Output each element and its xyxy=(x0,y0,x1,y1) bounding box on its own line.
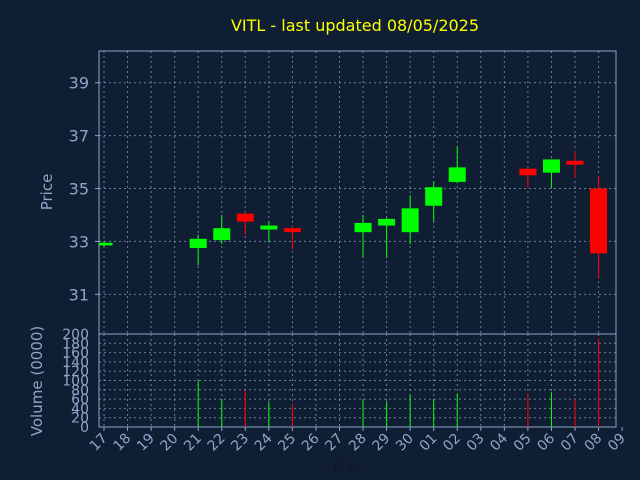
candle-body xyxy=(189,238,207,249)
x-axis-label: Day xyxy=(333,458,363,476)
x-tick-label: 18 xyxy=(110,431,134,455)
candle-body xyxy=(354,222,372,233)
volume-tick-label: 0 xyxy=(80,420,89,436)
candle-body xyxy=(401,208,419,233)
chart-title: VITL - last updated 08/05/2025 xyxy=(231,16,479,35)
volume-tick-label: 100 xyxy=(62,374,89,390)
volume-tick-label: 20 xyxy=(71,411,89,427)
x-tick-label: 22 xyxy=(205,431,229,455)
volume-panel-frame xyxy=(98,333,617,428)
x-tick-label: 21 xyxy=(181,431,205,455)
candle-body xyxy=(283,228,301,233)
volume-tick-label: 40 xyxy=(71,401,89,417)
volume-tick-label: 160 xyxy=(62,346,89,362)
x-tick-label: 24 xyxy=(252,430,276,454)
volume-tick-label: 80 xyxy=(71,383,89,399)
x-tick-label: 19 xyxy=(134,431,158,455)
x-tick-label: 29 xyxy=(370,431,394,455)
price-axis-label: Price xyxy=(38,174,56,211)
x-tick-label: 06 xyxy=(534,430,558,454)
x-tick-label: 25 xyxy=(275,431,299,455)
x-tick-label: 04 xyxy=(487,430,511,454)
price-panel-frame xyxy=(98,50,617,335)
price-tick-label: 33 xyxy=(69,232,89,251)
x-tick-label: 26 xyxy=(299,430,323,454)
volume-tick-label: 200 xyxy=(62,327,89,343)
price-tick-label: 31 xyxy=(69,285,89,304)
candle-body xyxy=(448,167,466,182)
x-tick-label: 17 xyxy=(87,431,111,455)
x-tick-label: 02 xyxy=(440,431,464,455)
volume-tick-label: 180 xyxy=(62,336,89,352)
x-tick-label: 05 xyxy=(511,431,535,455)
volume-tick-label: 120 xyxy=(62,364,89,380)
candle-body xyxy=(236,213,254,222)
x-tick-label: 20 xyxy=(158,431,182,455)
candle-body xyxy=(542,159,560,173)
x-tick-label: 27 xyxy=(322,431,346,455)
volume-tick-label: 140 xyxy=(62,355,89,371)
candle-body xyxy=(566,160,584,165)
candle-body xyxy=(213,228,231,241)
x-tick-label: 07 xyxy=(558,431,582,455)
x-tick-label: 01 xyxy=(417,431,441,455)
price-tick-label: 39 xyxy=(69,74,89,93)
candle-body xyxy=(378,218,396,226)
volume-axis-label: Volume (0000) xyxy=(28,326,46,436)
price-tick-label: 35 xyxy=(69,180,89,199)
x-tick-label: 28 xyxy=(346,431,370,455)
x-tick-label: 09 xyxy=(605,431,629,455)
x-tick-label: 03 xyxy=(464,431,488,455)
candle-body xyxy=(425,187,443,206)
candle-body xyxy=(519,168,537,176)
candle-body xyxy=(260,225,278,230)
x-tick-label: 30 xyxy=(393,431,417,455)
x-tick-label: 08 xyxy=(581,431,605,455)
x-tick-label: 23 xyxy=(228,431,252,455)
candle-body xyxy=(99,242,113,246)
candle-body xyxy=(590,188,608,254)
volume-tick-label: 60 xyxy=(71,392,89,408)
price-tick-label: 37 xyxy=(69,127,89,146)
